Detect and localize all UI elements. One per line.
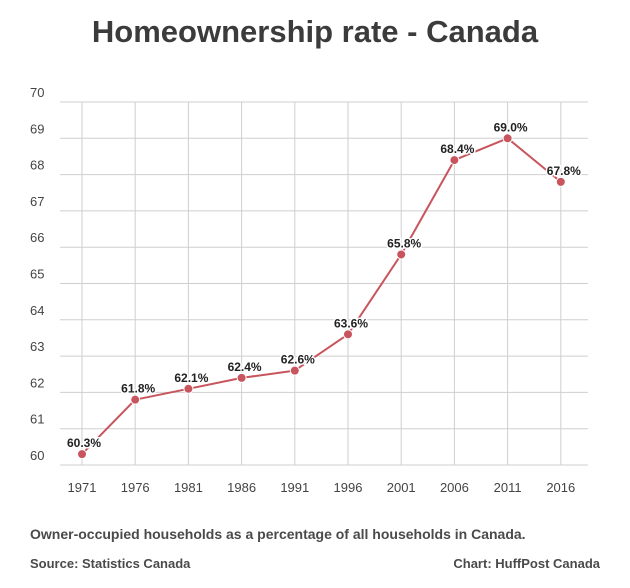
data-label-1996: 63.6% [334, 316, 368, 330]
data-label-1976: 61.8% [121, 382, 155, 396]
data-label-2001: 65.8% [387, 236, 421, 250]
x-tick-label-2006: 2006 [440, 480, 469, 495]
data-label-1981: 62.1% [174, 371, 208, 385]
data-point-2006 [449, 155, 460, 166]
x-tick-label-2001: 2001 [387, 480, 416, 495]
y-axis-ticks: 60 61 62 63 64 65 66 67 68 69 70 [30, 85, 44, 463]
x-axis-ticks: 1971 1976 1981 1986 1991 1996 2001 2006 2011 2016 [68, 480, 576, 495]
y-tick-label-69: 69 [30, 121, 44, 136]
series-line [81, 137, 562, 455]
x-tick-label-2016: 2016 [546, 480, 575, 495]
x-tick-label-2011: 2011 [494, 480, 522, 495]
series-points [77, 133, 566, 460]
x-tick-label-1991: 1991 [280, 480, 309, 495]
data-labels: 60.3% 61.8% 62.1% 62.4% 62.6% 63.6% 65.8% 68.4%… [65, 119, 582, 452]
y-tick-label-68: 68 [30, 158, 44, 173]
data-point-1971 [77, 449, 87, 460]
data-point-1976 [130, 394, 141, 405]
chart-footnote: Owner-occupied households as a percentag… [30, 526, 526, 542]
x-tick-label-1976: 1976 [121, 480, 150, 495]
data-point-1991 [289, 365, 300, 376]
data-point-2011 [502, 133, 513, 144]
y-tick-label-61: 61 [30, 412, 44, 427]
grid [60, 101, 588, 466]
y-tick-label-60: 60 [30, 448, 44, 463]
data-point-1981 [183, 383, 194, 394]
series-line-path [81, 137, 562, 455]
chart-credit: Chart: HuffPost Canada [453, 556, 600, 571]
x-tick-label-1981: 1981 [174, 480, 203, 495]
data-label-1991: 62.6% [281, 353, 315, 367]
x-tick-label-1971: 1971 [68, 480, 97, 495]
y-tick-label-63: 63 [30, 339, 44, 354]
y-tick-label-62: 62 [30, 375, 44, 390]
data-label-1986: 62.4% [228, 360, 262, 374]
data-label-1971: 60.3% [67, 436, 101, 450]
y-tick-label-66: 66 [30, 230, 44, 245]
chart-source: Source: Statistics Canada [30, 556, 191, 571]
data-label-2016: 67.8% [547, 164, 581, 178]
y-tick-label-65: 65 [30, 267, 44, 282]
x-tick-label-1986: 1986 [227, 480, 256, 495]
y-tick-label-67: 67 [30, 194, 44, 209]
data-point-2001 [396, 249, 407, 260]
data-point-1996 [343, 329, 353, 340]
data-point-1986 [236, 372, 247, 383]
y-tick-label-64: 64 [30, 303, 44, 318]
y-tick-label-70: 70 [30, 85, 44, 100]
chart-title: Homeownership rate - Canada [92, 14, 539, 49]
data-label-2006: 68.4% [440, 142, 474, 156]
x-tick-label-1996: 1996 [334, 480, 363, 495]
data-label-2011: 69.0% [494, 120, 528, 134]
data-point-2016 [555, 176, 566, 187]
